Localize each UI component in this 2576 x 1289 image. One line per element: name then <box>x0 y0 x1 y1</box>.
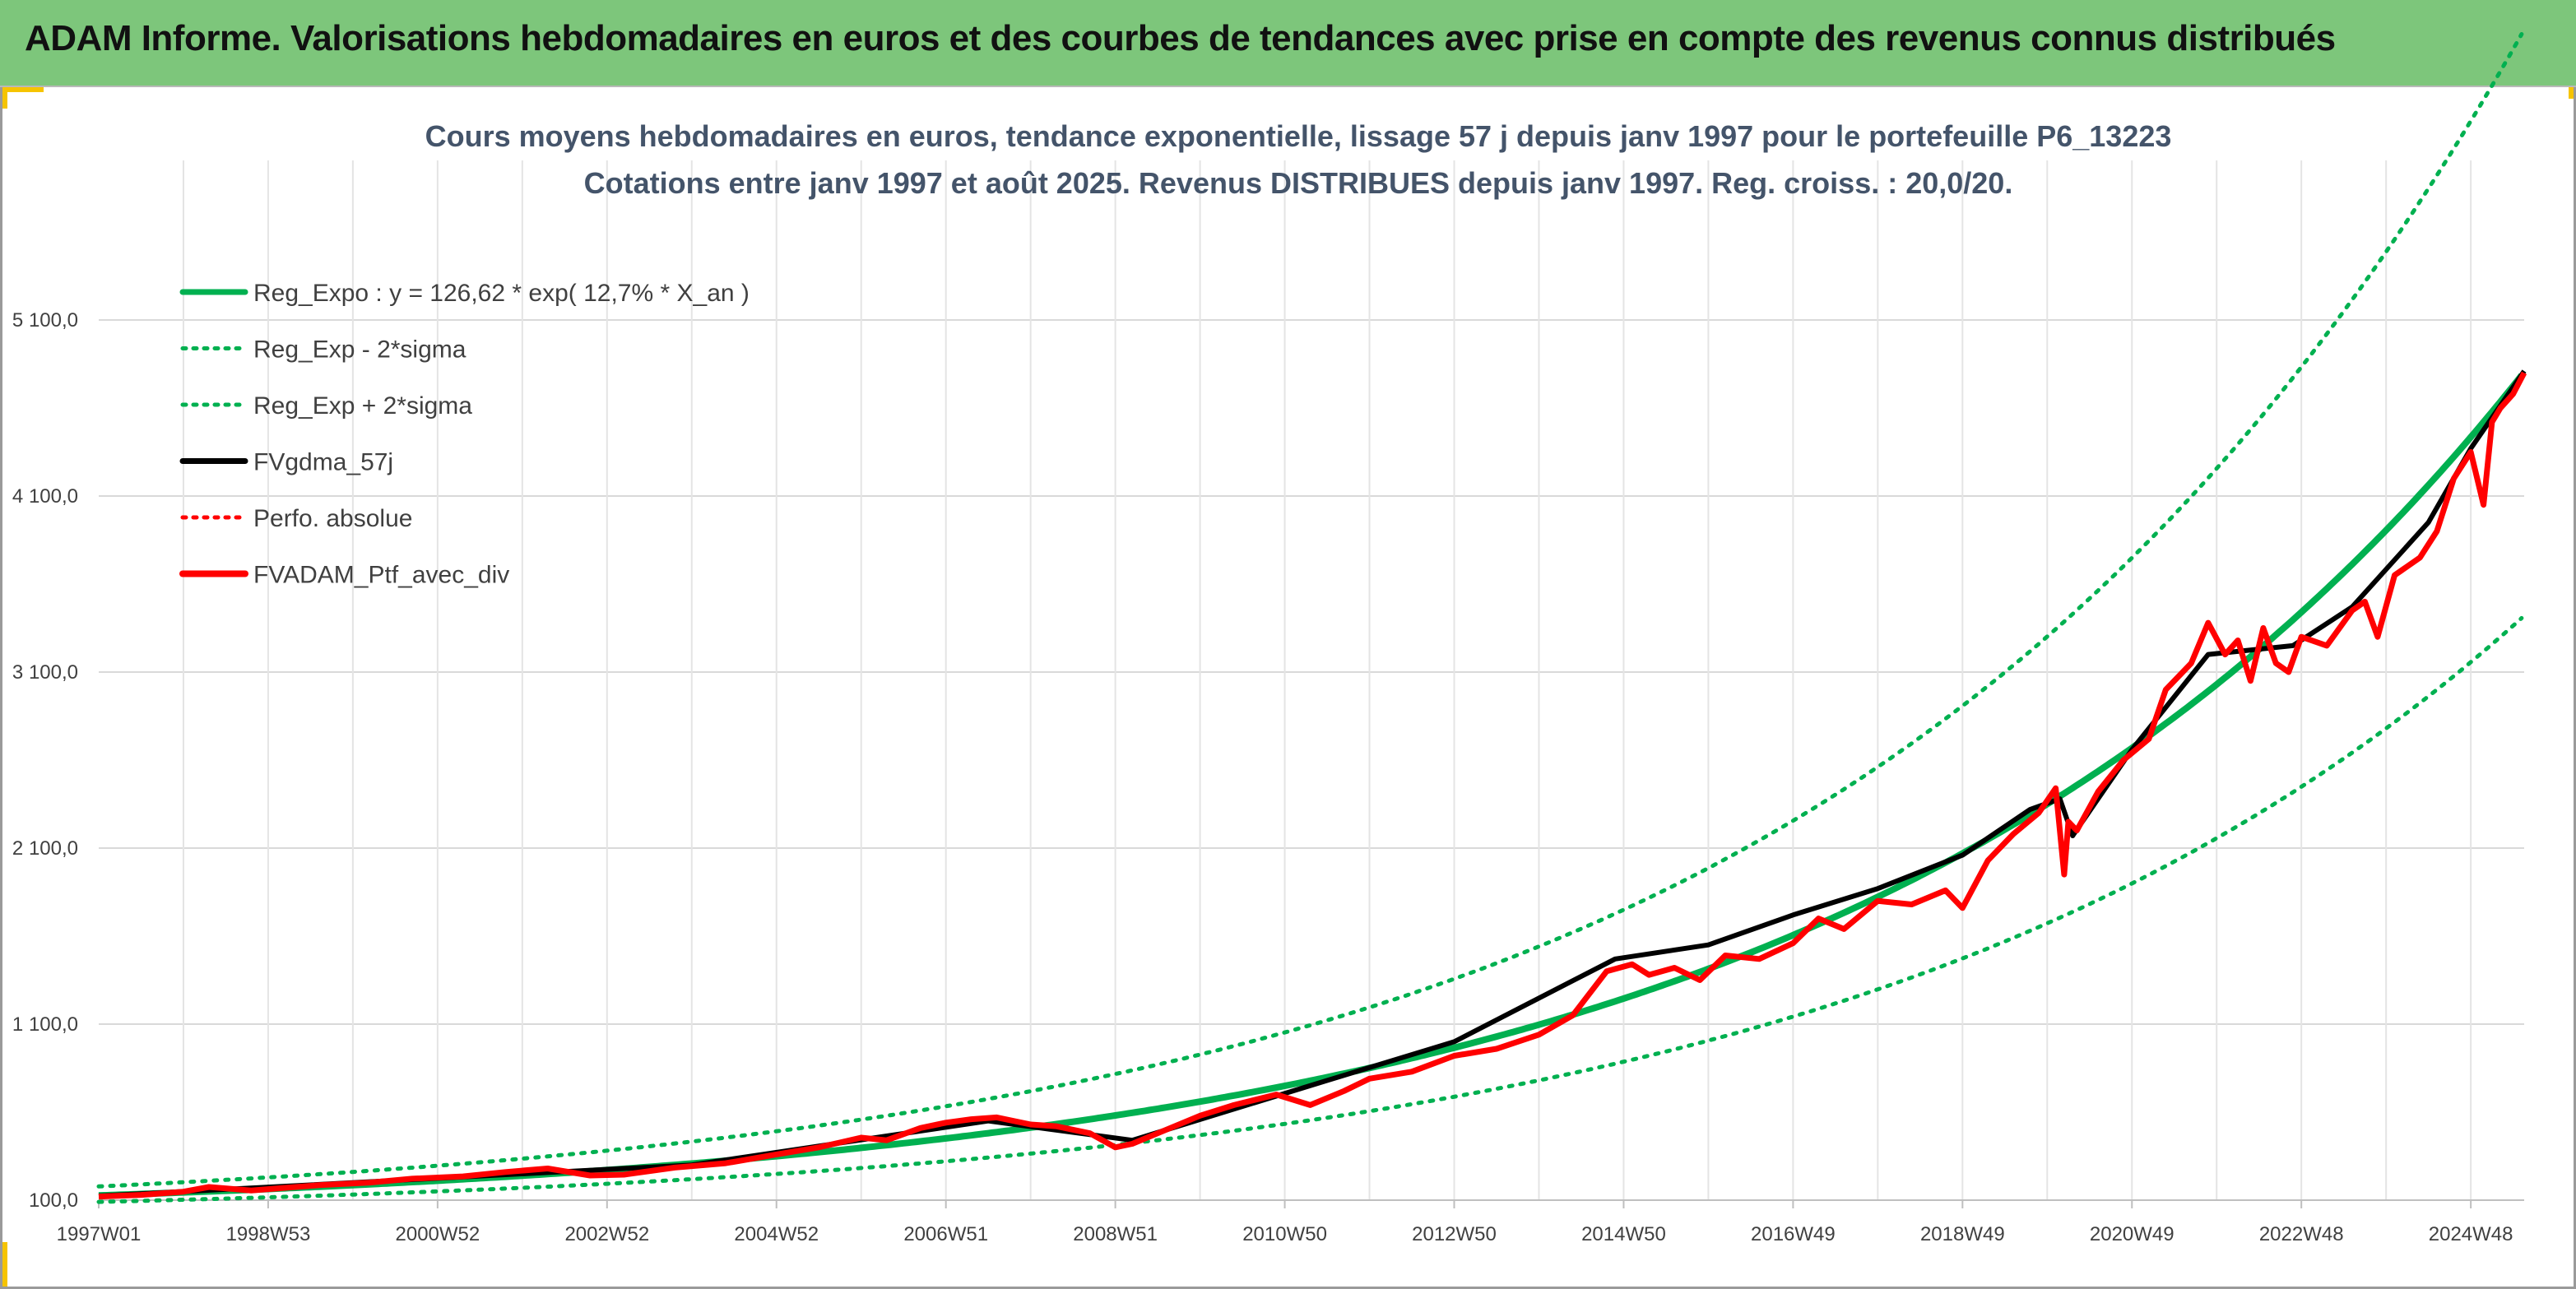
x-tick-label: 2004W52 <box>734 1223 819 1245</box>
chart-series <box>96 32 2527 1204</box>
accent-bar-right <box>2569 87 2574 99</box>
chart-grid <box>99 160 2524 1201</box>
x-tick-label: 2000W52 <box>396 1223 480 1245</box>
chart-title-line2: Cotations entre janv 1997 et août 2025. … <box>584 166 2013 200</box>
legend-label: Reg_Expo : y = 126,62 * exp( 12,7% * X_a… <box>253 280 750 307</box>
series-fvgdma-57j <box>98 369 2527 1199</box>
series-fvadam-ptf-avec-div <box>98 371 2527 1200</box>
y-tick-label: 5 100,0 <box>12 309 78 332</box>
chart-title-line1: Cours moyens hebdomadaires en euros, ten… <box>425 119 2172 153</box>
x-tick-label: 2022W48 <box>2259 1223 2344 1245</box>
legend: Reg_Expo : y = 126,62 * exp( 12,7% * X_a… <box>179 280 750 589</box>
x-tick-label: 2010W50 <box>1242 1223 1327 1245</box>
x-tick-label: 1997W01 <box>57 1223 142 1245</box>
series-reg-expo <box>98 373 2525 1199</box>
x-axis-ticks: 1997W01 1998W53 2000W52 2002W52 2004W52 2006W… <box>57 1200 2513 1245</box>
y-tick-label: 100,0 <box>29 1189 78 1212</box>
x-tick-label: 2006W51 <box>903 1223 988 1245</box>
x-tick-label: 2014W50 <box>1581 1223 1666 1245</box>
y-tick-label: 1 100,0 <box>12 1013 78 1036</box>
accent-bar-top <box>2 87 44 92</box>
x-tick-label: 2024W48 <box>2429 1223 2513 1245</box>
series-reg-exp-minus-2sigma <box>96 615 2524 1204</box>
x-tick-label: 2002W52 <box>564 1223 649 1245</box>
y-axis-ticks: 100,0 1 100,0 2 100,0 3 100,0 4 100,0 5 100,0 <box>12 309 78 1212</box>
accent-bar-bottom-left <box>2 1242 7 1287</box>
x-tick-label: 2016W49 <box>1751 1223 1836 1245</box>
series-reg-exp-plus-2sigma <box>96 32 2524 1189</box>
accent-bar-left <box>2 87 7 109</box>
x-tick-label: 2020W49 <box>2090 1223 2175 1245</box>
x-tick-label: 2012W50 <box>1412 1223 1497 1245</box>
x-tick-label: 2008W51 <box>1073 1223 1158 1245</box>
legend-label: FVgdma_57j <box>253 449 393 476</box>
y-tick-label: 3 100,0 <box>12 661 78 684</box>
legend-label: Reg_Exp + 2*sigma <box>253 392 472 420</box>
legend-label: Reg_Exp - 2*sigma <box>253 336 466 364</box>
legend-label: Perfo. absolue <box>253 505 412 532</box>
y-tick-label: 2 100,0 <box>12 837 78 860</box>
x-tick-label: 1998W53 <box>226 1223 311 1245</box>
y-tick-label: 4 100,0 <box>12 485 78 508</box>
legend-label: FVADAM_Ptf_avec_div <box>253 562 509 589</box>
x-tick-label: 2018W49 <box>1920 1223 2005 1245</box>
page-title: ADAM Informe. Valorisations hebdomadaire… <box>25 18 2336 58</box>
header-bar: ADAM Informe. Valorisations hebdomadaire… <box>0 0 2576 87</box>
